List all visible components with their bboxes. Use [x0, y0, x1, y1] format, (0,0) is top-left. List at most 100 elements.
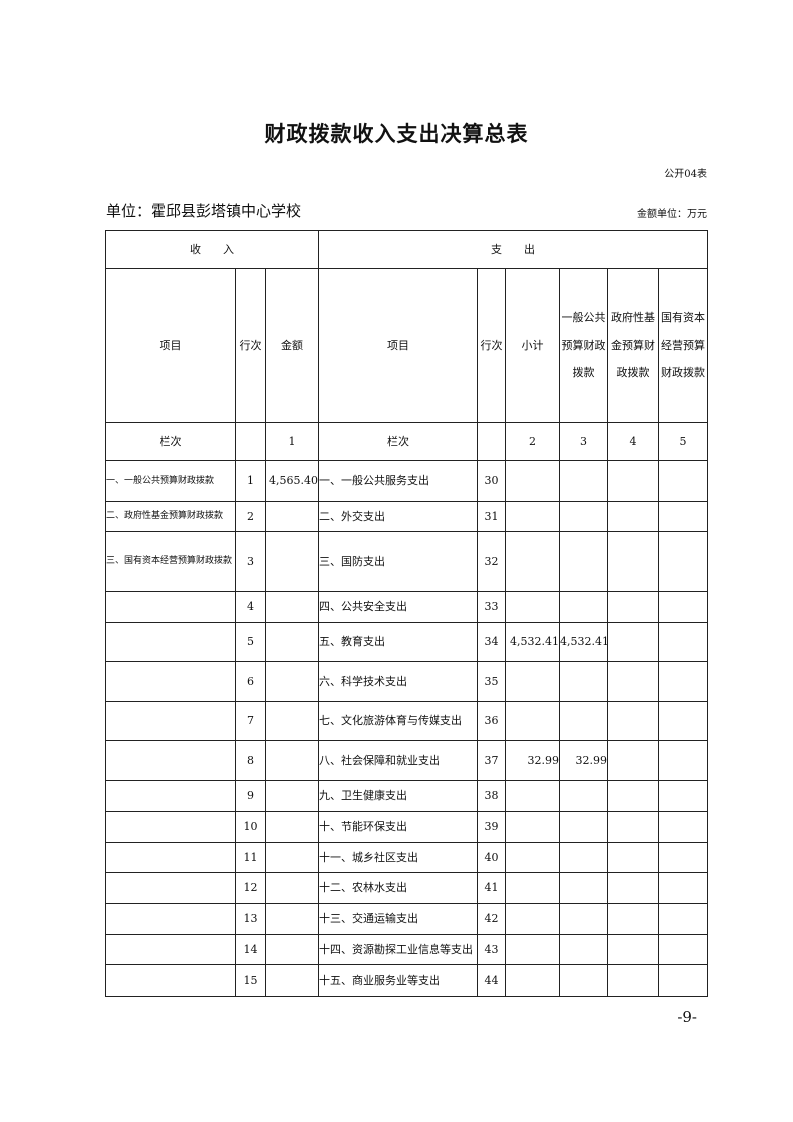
cell-in-item — [105, 780, 236, 812]
cell-fund — [607, 934, 659, 965]
cell-in-item — [105, 701, 236, 741]
cell-gen — [559, 531, 608, 592]
cell-out-no: 43 — [477, 934, 506, 965]
cell-in-item — [105, 842, 236, 873]
table-row: 12 十二、农林水支出 41 — [105, 872, 708, 904]
cell-in-item: 二、政府性基金预算财政拨款 — [105, 501, 236, 532]
cell-gen: 4,532.41 — [559, 622, 608, 662]
table-row: 一、一般公共预算财政拨款 1 4,565.40 一、一般公共服务支出 30 — [105, 460, 708, 502]
table-row: 5 五、教育支出 34 4,532.41 4,532.41 — [105, 622, 708, 662]
table-row: 11 十一、城乡社区支出 40 — [105, 842, 708, 873]
cell-sub — [505, 591, 560, 623]
cell-out-no: 38 — [477, 780, 506, 812]
table-row: 7 七、文化旅游体育与传媒支出 36 — [105, 701, 708, 741]
cell-out-no: 39 — [477, 811, 506, 843]
cell-in-no: 10 — [235, 811, 266, 843]
cell-out-item: 十四、资源勘探工业信息等支出 — [318, 934, 478, 965]
cell-cap — [658, 501, 708, 532]
cell-cap — [658, 872, 708, 904]
cell-gen — [559, 811, 608, 843]
cell-cap — [658, 591, 708, 623]
cell-sub — [505, 934, 560, 965]
cell-cap — [658, 964, 708, 997]
cell-out-item: 二、外交支出 — [318, 501, 478, 532]
cell-in-amt — [265, 934, 319, 965]
cell-in-amt — [265, 780, 319, 812]
empty-cell — [235, 422, 266, 461]
cell-out-no: 34 — [477, 622, 506, 662]
cell-in-amt — [265, 701, 319, 741]
cell-in-amt — [265, 591, 319, 623]
cell-cap — [658, 740, 708, 781]
cell-out-item: 十三、交通运输支出 — [318, 903, 478, 935]
money-unit: 金额单位：万元 — [637, 209, 707, 220]
cell-out-no: 36 — [477, 701, 506, 741]
cell-cap — [658, 903, 708, 935]
cell-fund — [607, 903, 659, 935]
cell-sub — [505, 531, 560, 592]
cell-sub — [505, 501, 560, 532]
cell-sub — [505, 780, 560, 812]
col-num-4: 4 — [607, 422, 659, 461]
table-row: 10 十、节能环保支出 39 — [105, 811, 708, 843]
cell-gen — [559, 842, 608, 873]
cell-cap — [658, 811, 708, 843]
col-header-gov-fund: 政府性基金预算财政拨款 — [607, 268, 659, 423]
cell-sub — [505, 811, 560, 843]
cell-in-amt — [265, 842, 319, 873]
cell-in-amt — [265, 872, 319, 904]
cell-out-item: 十二、农林水支出 — [318, 872, 478, 904]
cell-in-amt — [265, 531, 319, 592]
cell-out-item: 九、卫生健康支出 — [318, 780, 478, 812]
cell-in-no: 2 — [235, 501, 266, 532]
cell-gen — [559, 964, 608, 997]
cell-in-item — [105, 811, 236, 843]
col-num-1: 1 — [265, 422, 319, 461]
cell-in-no: 7 — [235, 701, 266, 741]
col-header-income-row-no: 行次 — [235, 268, 266, 423]
cell-cap — [658, 934, 708, 965]
cell-in-no: 14 — [235, 934, 266, 965]
income-header: 收 入 — [105, 230, 319, 269]
cell-fund — [607, 842, 659, 873]
cell-sub — [505, 661, 560, 702]
cell-fund — [607, 964, 659, 997]
cell-in-no: 9 — [235, 780, 266, 812]
cell-in-no: 11 — [235, 842, 266, 873]
cell-in-item: 一、一般公共预算财政拨款 — [105, 460, 236, 502]
cell-fund — [607, 780, 659, 812]
cell-out-item: 十一、城乡社区支出 — [318, 842, 478, 873]
col-header-general: 一般公共预算财政拨款 — [559, 268, 608, 423]
cell-sub — [505, 964, 560, 997]
page-title: 财政拨款收入支出决算总表 — [264, 121, 529, 146]
cell-fund — [607, 460, 659, 502]
col-header-state-capital: 国有资本经营预算财政拨款 — [658, 268, 708, 423]
table-row: 14 十四、资源勘探工业信息等支出 43 — [105, 934, 708, 965]
cell-out-item: 四、公共安全支出 — [318, 591, 478, 623]
cell-out-item: 十、节能环保支出 — [318, 811, 478, 843]
cell-cap — [658, 661, 708, 702]
cell-gen — [559, 661, 608, 702]
cell-in-no: 15 — [235, 964, 266, 997]
cell-out-no: 37 — [477, 740, 506, 781]
table-row: 15 十五、商业服务业等支出 44 — [105, 964, 708, 997]
cell-in-amt — [265, 811, 319, 843]
cell-out-item: 五、教育支出 — [318, 622, 478, 662]
cell-in-item — [105, 661, 236, 702]
cell-fund — [607, 531, 659, 592]
cell-gen — [559, 591, 608, 623]
cell-gen — [559, 701, 608, 741]
form-number: 公开04表 — [664, 169, 707, 180]
cell-in-no: 8 — [235, 740, 266, 781]
cell-out-no: 44 — [477, 964, 506, 997]
cell-out-item: 七、文化旅游体育与传媒支出 — [318, 701, 478, 741]
col-num-3: 3 — [559, 422, 608, 461]
cell-cap — [658, 701, 708, 741]
cell-gen: 32.99 — [559, 740, 608, 781]
cell-in-no: 5 — [235, 622, 266, 662]
cell-cap — [658, 460, 708, 502]
cell-in-amt — [265, 501, 319, 532]
cell-out-item: 一、一般公共服务支出 — [318, 460, 478, 502]
col-header-expense-item: 项目 — [318, 268, 478, 423]
